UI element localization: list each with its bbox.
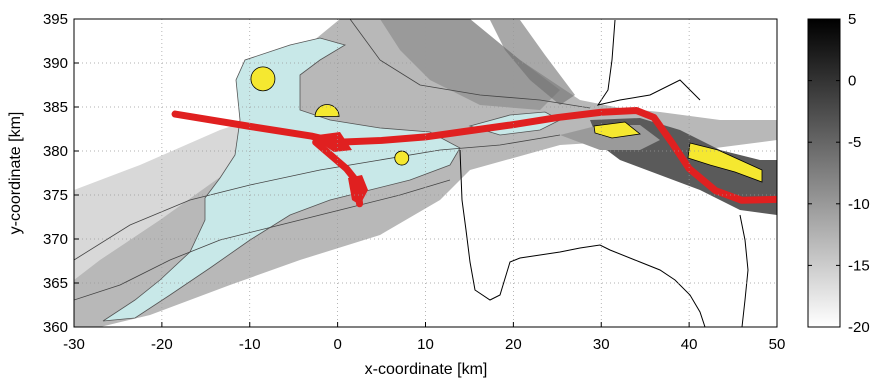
y-tick-label: 385 [43, 99, 68, 116]
colorbar-tick-label: -10 [848, 196, 870, 213]
y-tick-label: 395 [43, 11, 68, 28]
y-tick-label: 370 [43, 231, 68, 248]
light-blue-area-main [102, 37, 461, 322]
land-boundary [459, 149, 706, 327]
colorbar-ticks: 5 0 -5 -10 -15 -20 [808, 11, 870, 336]
x-axis-label: x-coordinate [km] [365, 361, 488, 378]
harbour-basin [348, 175, 368, 205]
x-tick-label: -30 [63, 336, 85, 353]
yellow-polygon-2 [687, 142, 763, 183]
y-axis-label: y-coordinate [km] [7, 112, 24, 235]
sea-gradient-deep [490, 20, 575, 105]
x-axis-ticks: -30 -20 -10 0 10 20 30 40 50 [63, 322, 785, 353]
colorbar-tick-label: -5 [848, 134, 861, 151]
x-tick-label: 20 [505, 336, 522, 353]
contour-line-3 [349, 19, 591, 109]
colorbar-tick-label: 0 [848, 73, 856, 90]
x-tick-label: 10 [417, 336, 434, 353]
yellow-semicircle [314, 104, 340, 117]
y-tick-label: 380 [43, 143, 68, 160]
colorbar-tick-label: -20 [848, 319, 870, 336]
yellow-polygon-1 [593, 121, 641, 139]
yellow-circle-small [394, 150, 410, 166]
x-tick-label: 0 [333, 336, 341, 353]
contour-line-2 [74, 179, 451, 301]
y-axis-ticks: 360 365 370 375 380 385 390 395 [43, 11, 79, 336]
yellow-circle-large [250, 66, 276, 92]
colorbar-tick-label: -15 [848, 257, 870, 274]
contour-line-1 [74, 134, 561, 261]
x-tick-label: 40 [681, 336, 698, 353]
grid [74, 19, 777, 327]
x-tick-label: -20 [151, 336, 173, 353]
x-tick-label: 50 [769, 336, 786, 353]
y-tick-label: 375 [43, 187, 68, 204]
land-boundary-east [739, 214, 749, 327]
channel-junction [310, 132, 352, 152]
sea-gradient-dark [380, 19, 560, 110]
y-tick-label: 365 [43, 275, 68, 292]
x-tick-label: 30 [593, 336, 610, 353]
x-tick-label: -10 [239, 336, 261, 353]
y-tick-label: 360 [43, 319, 68, 336]
colorbar-tick-label: 5 [848, 11, 856, 28]
colorbar [807, 18, 841, 328]
coastline-north [596, 19, 701, 106]
y-tick-label: 390 [43, 55, 68, 72]
